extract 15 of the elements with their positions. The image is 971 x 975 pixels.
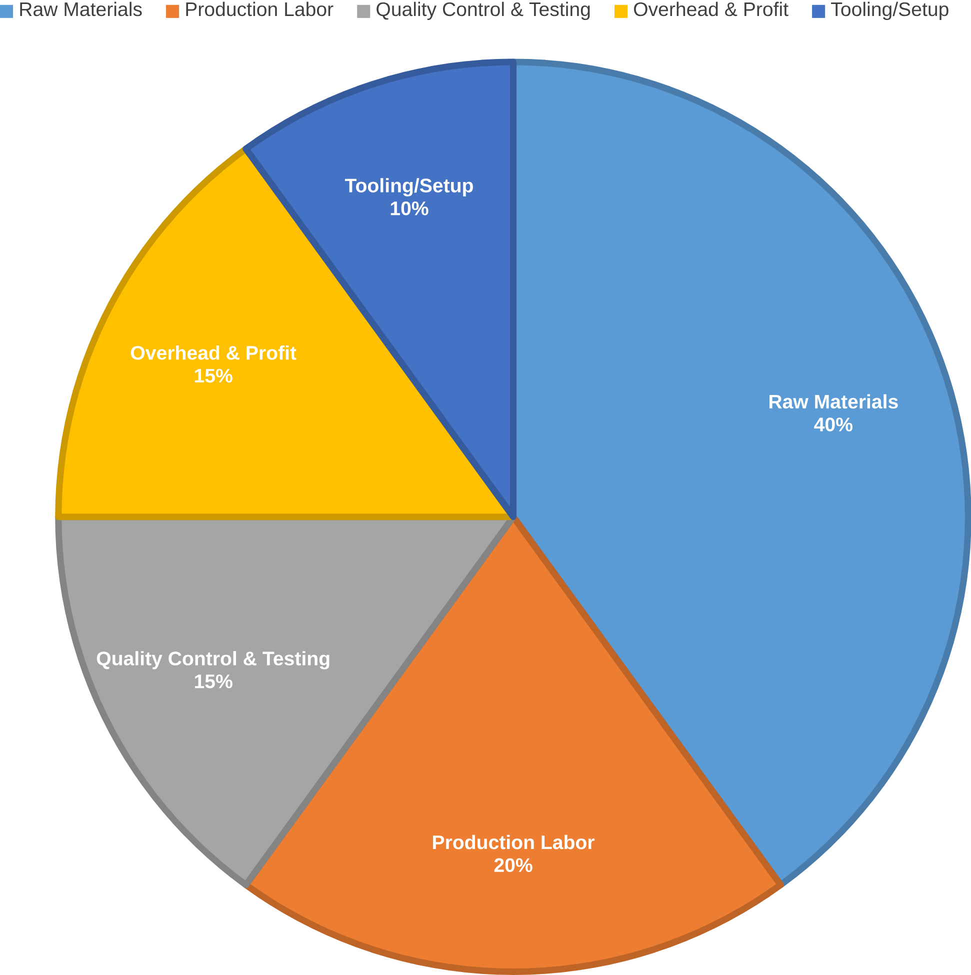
legend-label: Overhead & Profit xyxy=(634,2,788,16)
slice-label: Raw Materials xyxy=(769,394,898,409)
legend-label: Tooling/Setup xyxy=(830,2,948,20)
data-label: 40% xyxy=(814,418,852,432)
slice-label: Production Labor xyxy=(432,834,594,850)
legend-label: Quality Control & Testing xyxy=(376,2,590,20)
data-label: 15% xyxy=(194,368,232,383)
data-label: 20% xyxy=(494,858,532,872)
data-label: 10% xyxy=(390,201,428,216)
legend-label: Raw Materials xyxy=(20,2,142,16)
legend-label: Production Labor xyxy=(186,2,334,16)
data-label: 15% xyxy=(194,674,232,688)
slice-label: Tooling/Setup xyxy=(344,178,473,196)
slice-label: Overhead & Profit xyxy=(130,345,296,360)
slice-label: Quality Control & Testing xyxy=(96,651,330,670)
